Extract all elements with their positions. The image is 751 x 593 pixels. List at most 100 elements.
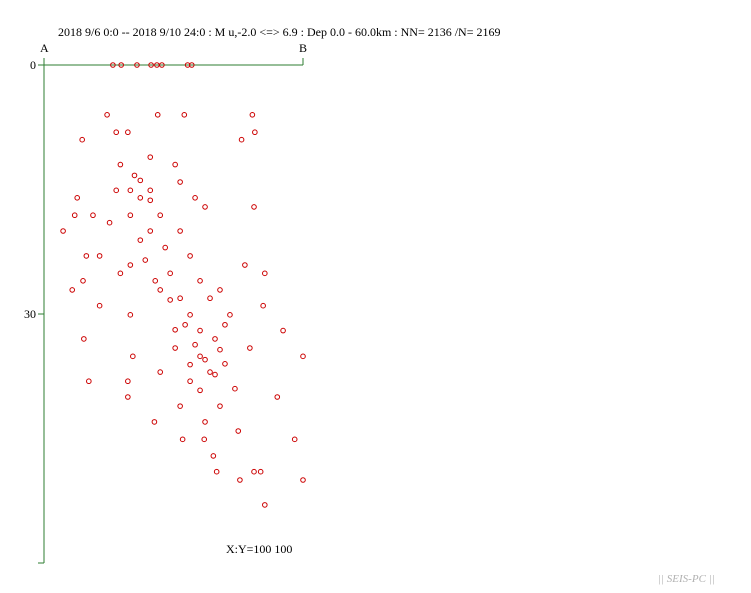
event-point [113, 129, 120, 136]
event-point [80, 278, 86, 284]
event-point [202, 356, 208, 363]
event-point [74, 195, 81, 201]
event-point [257, 468, 264, 475]
event-point [134, 62, 140, 68]
event-point [201, 436, 208, 443]
event-point [212, 371, 218, 378]
event-point [237, 477, 243, 483]
event-point [157, 369, 164, 375]
event-point [182, 321, 188, 328]
event-point [177, 403, 183, 409]
event-point [217, 403, 223, 409]
event-point [125, 129, 131, 136]
event-point [227, 312, 233, 318]
event-point [71, 212, 78, 219]
event-point [197, 353, 203, 360]
event-point [127, 262, 134, 268]
event-point [213, 468, 220, 475]
event-point [113, 187, 120, 194]
event-point [125, 378, 131, 385]
event-point [127, 187, 134, 194]
watermark: || SEIS-PC || [658, 573, 715, 585]
event-point [262, 270, 268, 277]
event-point [202, 204, 208, 210]
event-point [172, 161, 178, 168]
event-point [69, 287, 76, 293]
event-point [96, 302, 103, 309]
event-point [247, 345, 253, 351]
event-point [125, 394, 131, 400]
event-point [251, 468, 257, 475]
event-point [251, 204, 257, 210]
event-point [188, 62, 195, 68]
event-point [117, 270, 124, 277]
event-point [147, 228, 154, 234]
event-point [177, 228, 183, 234]
event-point [280, 327, 286, 334]
event-point [217, 287, 223, 293]
event-point [207, 369, 213, 375]
event-point [127, 212, 134, 219]
event-point [159, 62, 165, 68]
event-point [212, 336, 218, 342]
event-point [147, 154, 154, 160]
event-point [300, 477, 306, 483]
event-point [167, 270, 173, 277]
event-point [81, 336, 87, 342]
event-point [222, 321, 228, 328]
event-point [197, 278, 203, 284]
chart-title: 2018 9/6 0:0 -- 2018 9/10 24:0 : M u,-2.… [58, 25, 501, 39]
event-point [167, 297, 173, 303]
event-point [157, 287, 164, 293]
event-point [172, 326, 178, 333]
event-point [60, 228, 66, 234]
event-point [202, 419, 208, 425]
event-point [187, 361, 193, 368]
event-point [137, 237, 144, 243]
end-label: B [299, 41, 307, 55]
event-point [90, 212, 96, 219]
event-point [147, 197, 154, 204]
event-point [179, 436, 186, 443]
event-point [235, 428, 242, 434]
event-point [187, 378, 193, 385]
event-point [242, 262, 248, 268]
event-point [217, 346, 223, 353]
event-point [117, 161, 124, 168]
event-point [137, 195, 144, 201]
event-point [232, 385, 238, 392]
event-point [210, 453, 217, 459]
event-point [291, 436, 298, 443]
event-point [177, 179, 183, 185]
y-tick-label: 0 [30, 58, 36, 72]
event-point [262, 502, 268, 508]
start-label: A [40, 41, 49, 55]
event-point [177, 295, 183, 302]
event-point [181, 112, 188, 118]
event-point [187, 253, 193, 259]
event-point [96, 253, 103, 259]
event-point [197, 327, 203, 334]
event-point [127, 312, 134, 318]
event-point [238, 136, 245, 143]
event-point [86, 378, 92, 385]
event-point [137, 177, 144, 184]
event-point [142, 257, 149, 263]
event-point [260, 302, 266, 309]
event-point [154, 112, 161, 118]
event-point [252, 129, 258, 136]
event-point [79, 136, 85, 143]
event-point [274, 394, 281, 400]
event-point [187, 312, 193, 318]
event-point [197, 387, 203, 394]
event-point [172, 345, 178, 351]
event-point [192, 195, 198, 201]
event-point [104, 112, 110, 118]
event-point [147, 187, 154, 194]
event-point [130, 353, 136, 360]
event-point [249, 112, 256, 118]
event-point [152, 278, 159, 284]
event-point [131, 172, 138, 179]
event-point [300, 353, 306, 360]
event-point [148, 62, 154, 68]
